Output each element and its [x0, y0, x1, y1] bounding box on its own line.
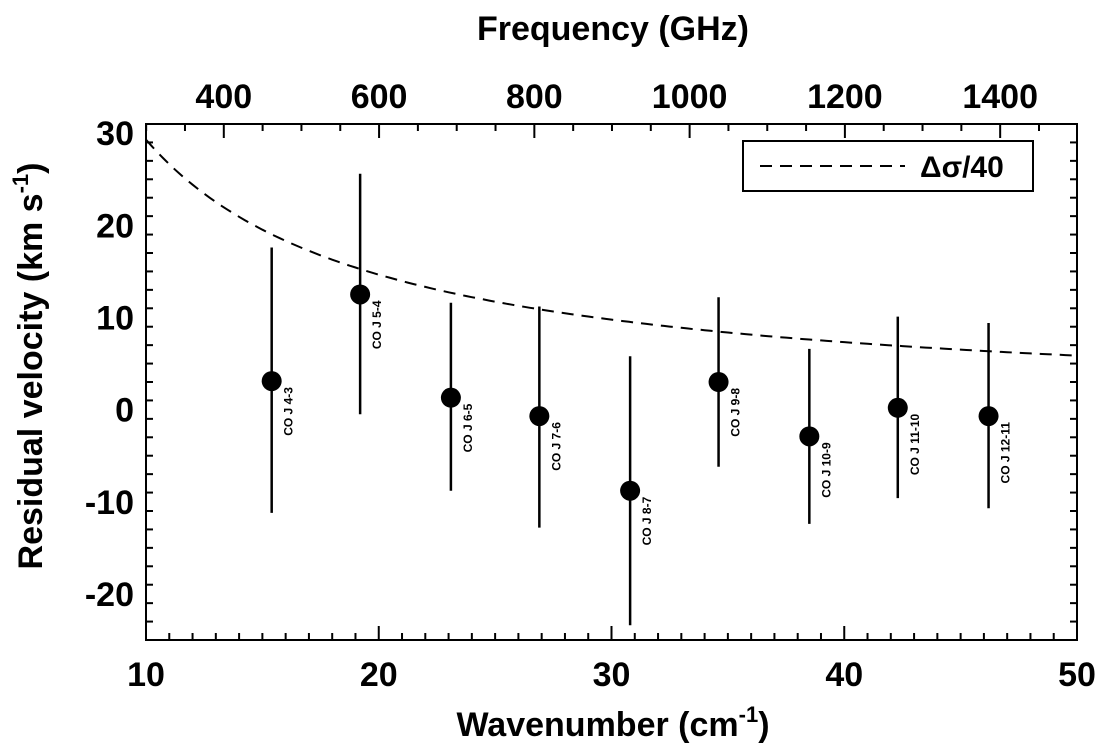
tick-labels-group: 10 20 30 40 50 400 600 800 1000 1200 1400 -20 -10 0 10… — [85, 78, 1096, 694]
y-tick-label: -20 — [85, 576, 134, 614]
data-point — [620, 480, 641, 501]
x-tick-label: 50 — [1058, 656, 1096, 694]
top-tick-label: 1000 — [652, 78, 728, 116]
y-tick-label: 10 — [96, 300, 134, 338]
top-tick-label: 400 — [195, 78, 252, 116]
y-tick-label: 30 — [96, 115, 134, 153]
point-label: CO J 10-9 — [819, 442, 833, 498]
top-axis-title: Frequency (GHz) — [477, 10, 749, 48]
x-tick-label: 10 — [127, 656, 165, 694]
delta-sigma-curve — [145, 139, 1078, 357]
y-tick-label: 0 — [115, 392, 134, 430]
legend: Δσ/40 — [742, 140, 1034, 192]
data-point — [887, 397, 908, 418]
top-tick-label: 1200 — [807, 78, 883, 116]
y-tick-label: 20 — [96, 207, 134, 245]
data-point — [529, 406, 550, 427]
data-point — [708, 372, 729, 392]
point-label: CO J 9-8 — [729, 388, 743, 437]
data-point — [440, 387, 461, 408]
legend-label: Δσ/40 — [920, 151, 1004, 184]
data-point — [978, 406, 999, 427]
point-label: CO J 8-7 — [640, 496, 654, 545]
x-tick-label: 30 — [593, 656, 631, 694]
ticks-group — [145, 123, 1078, 641]
point-label: CO J 5-4 — [370, 300, 384, 349]
point-label: CO J 4-3 — [282, 387, 296, 436]
point-label: CO J 11-10 — [908, 413, 922, 475]
point-label: CO J 6-5 — [461, 403, 475, 452]
data-point — [350, 284, 371, 305]
point-label: CO J 12-11 — [999, 422, 1013, 484]
x-axis-title: Wavenumber (cm-1) — [456, 702, 769, 744]
data-point — [261, 371, 282, 392]
top-tick-label: 600 — [351, 78, 408, 116]
x-tick-label: 20 — [360, 656, 398, 694]
data-point — [799, 426, 820, 447]
y-axis-title: Residual velocity (km s-1) — [8, 163, 50, 570]
y-tick-label: -10 — [85, 484, 134, 522]
top-tick-label: 1400 — [962, 78, 1038, 116]
top-tick-label: 800 — [506, 78, 563, 116]
point-label: CO J 7-6 — [549, 422, 563, 471]
x-tick-label: 40 — [825, 656, 863, 694]
plot-frame — [145, 123, 1078, 641]
points-group: CO J 4-3 CO J 5-4 CO J 6-5 CO J 7-6 CO J 8-7… — [261, 173, 1013, 626]
